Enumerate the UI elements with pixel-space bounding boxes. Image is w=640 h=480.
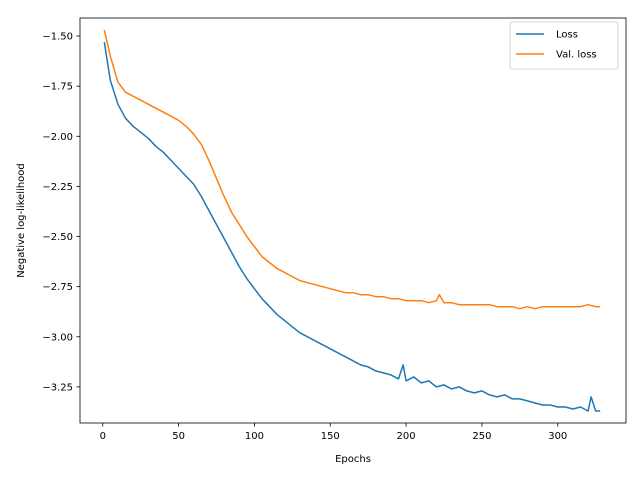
y-tick-label: −1.75 — [42, 82, 73, 93]
x-tick-label: 300 — [548, 431, 567, 442]
x-tick-label: 200 — [397, 431, 416, 442]
x-tick-label: 0 — [100, 431, 106, 442]
series-line-1 — [103, 29, 601, 310]
legend-label-1: Val. loss — [556, 50, 597, 61]
y-tick-label: −2.50 — [42, 232, 73, 243]
y-tick-label: −3.25 — [42, 382, 73, 393]
plot-frame — [79, 17, 627, 424]
x-tick-label: 150 — [321, 431, 340, 442]
legend-label-0: Loss — [556, 30, 578, 41]
y-tick-label: −2.75 — [42, 282, 73, 293]
series-lines — [103, 29, 601, 412]
series-line-0 — [103, 41, 601, 412]
y-axis-ticks: −1.50 −1.75 −2.00 −2.25 −2.50 −2.75 −3.00 −3.25 — [42, 32, 80, 393]
x-tick-label: 50 — [172, 431, 185, 442]
x-tick-label: 250 — [472, 431, 491, 442]
legend: Loss Val. loss — [509, 21, 619, 70]
y-tick-label: −3.00 — [42, 332, 73, 343]
x-axis-ticks: 0 50 100 150 200 250 300 — [100, 423, 567, 442]
y-axis-label: Negative log-likelihood — [16, 163, 27, 278]
y-tick-label: −1.50 — [42, 32, 73, 43]
x-axis-label: Epochs — [335, 454, 371, 465]
y-tick-label: −2.25 — [42, 182, 73, 193]
y-tick-label: −2.00 — [42, 132, 73, 143]
x-tick-label: 100 — [245, 431, 264, 442]
